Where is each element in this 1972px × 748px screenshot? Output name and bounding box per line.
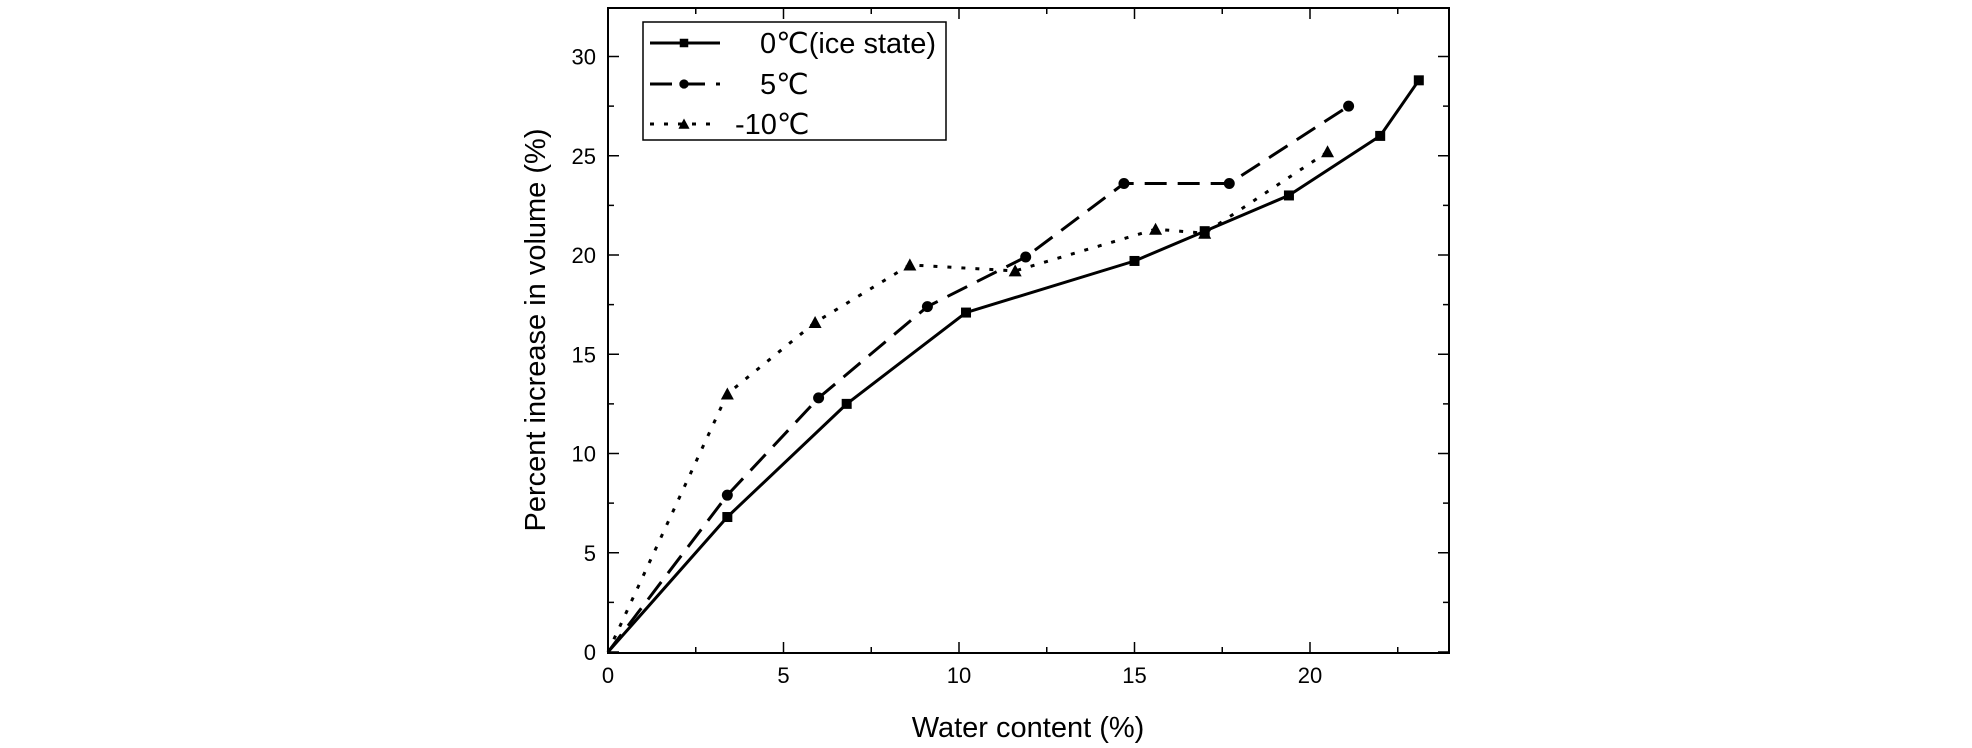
y-axis-title: Percent increase in volume (%) (520, 129, 552, 532)
x-tick-label: 15 (1122, 663, 1146, 688)
data-point-square (961, 307, 972, 318)
data-point-triangle (903, 258, 917, 271)
legend-label: 0℃(ice state) (760, 28, 936, 60)
legend-item-square: 0℃(ice state) (650, 28, 936, 60)
series-line-circle (606, 104, 1350, 653)
y-tick-label: 30 (572, 45, 596, 70)
data-point-square (1129, 255, 1140, 266)
data-point-triangle (1149, 222, 1163, 235)
legend-items: 0℃(ice state) 5℃ -10℃ (650, 28, 936, 141)
series-line-triangle (606, 150, 1329, 653)
data-point-square (722, 512, 733, 523)
y-tick-label: 20 (572, 243, 596, 268)
legend-item-circle: 5℃ (650, 69, 809, 101)
x-axis-title: Water content (%) (912, 712, 1145, 744)
data-point-square (1283, 190, 1294, 201)
y-tick-label: 10 (572, 442, 596, 467)
legend-marker-square (679, 38, 689, 48)
x-tick-label: 5 (777, 663, 789, 688)
data-point-circle (1118, 178, 1130, 190)
data-point-square (841, 398, 852, 409)
y-tick-label: 15 (572, 342, 596, 367)
data-point-circle (1343, 100, 1355, 112)
plot-area-frame (607, 7, 1450, 654)
series-square (606, 75, 1424, 653)
legend: 0℃(ice state) 5℃ -10℃ (642, 21, 947, 141)
x-tick-label: 10 (947, 663, 971, 688)
legend-label: 5℃ (760, 69, 809, 101)
data-point-circle (1223, 178, 1235, 190)
x-tick-label: 0 (602, 663, 614, 688)
legend-item-triangle: -10℃ (650, 109, 809, 141)
x-tick-label: 20 (1298, 663, 1322, 688)
data-point-triangle (1198, 226, 1212, 239)
data-point-circle (1020, 251, 1032, 263)
data-point-square (1375, 130, 1386, 141)
data-point-circle (721, 489, 733, 501)
y-tick-label: 5 (584, 541, 596, 566)
series-circle (606, 100, 1355, 653)
data-point-triangle (808, 315, 822, 329)
y-tick-label: 25 (572, 144, 596, 169)
data-point-triangle (1321, 145, 1335, 158)
series-line-square (606, 79, 1421, 653)
legend-marker-triangle (678, 118, 690, 129)
series-triangle (606, 145, 1335, 653)
y-tick-label: 0 (584, 640, 596, 665)
legend-label: -10℃ (735, 109, 809, 141)
plot-layer (606, 75, 1424, 653)
data-point-triangle (720, 387, 734, 400)
data-point-circle (921, 301, 933, 313)
data-point-triangle (1008, 264, 1022, 277)
axis-ticks: 0 5 10 15 20 0 5 10 15 20 25 30 (572, 8, 1449, 688)
data-point-square (1413, 75, 1424, 86)
legend-marker-circle (679, 79, 689, 89)
data-point-circle (813, 392, 825, 404)
